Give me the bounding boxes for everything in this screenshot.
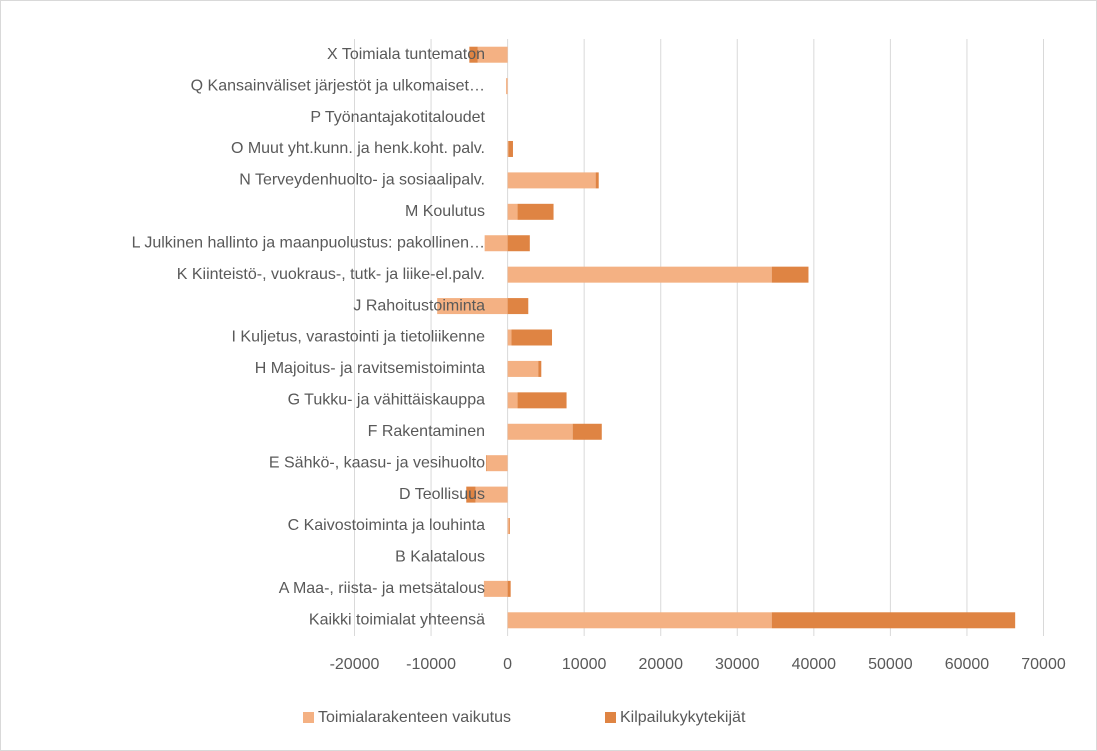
- bar: [486, 455, 487, 472]
- bar: [507, 298, 529, 315]
- y-tick-label: Kaikki toimialat yhteensä: [309, 612, 485, 629]
- y-tick-label: B Kalatalous: [395, 549, 485, 566]
- bar: [466, 486, 476, 503]
- bar: [507, 172, 596, 189]
- x-tick-label: 20000: [638, 656, 683, 673]
- bar: [507, 392, 518, 409]
- bar: [572, 423, 602, 440]
- y-tick-label: D Teollisuus: [399, 486, 485, 503]
- y-tick-label: X Toimiala tuntematon: [327, 46, 485, 63]
- y-tick-label: C Kaivostoiminta ja louhinta: [288, 517, 486, 534]
- bar: [507, 580, 511, 597]
- bar: [477, 46, 508, 63]
- x-tick-label: 0: [503, 656, 512, 673]
- legend-swatch: [605, 712, 616, 723]
- bar: [771, 612, 1016, 629]
- bar: [507, 423, 573, 440]
- y-tick-label: N Terveydenhuolto- ja sosiaalipalv.: [239, 172, 485, 189]
- bar: [508, 140, 513, 157]
- bar: [595, 172, 599, 189]
- y-tick-label: P Työnantajakotitaloudet: [310, 109, 485, 126]
- bar: [507, 360, 539, 377]
- bar: [483, 580, 508, 597]
- y-tick-label: G Tukku- ja vähittäiskauppa: [288, 392, 486, 409]
- x-tick-label: 60000: [945, 656, 990, 673]
- bar: [538, 360, 542, 377]
- y-tick-label: F Rakentaminen: [368, 423, 485, 440]
- bar: [509, 518, 510, 535]
- legend-label: Toimialarakenteen vaikutus: [318, 709, 511, 726]
- bar: [517, 392, 567, 409]
- bar: [507, 612, 772, 629]
- bar: [437, 298, 508, 315]
- x-tick-label: 30000: [715, 656, 760, 673]
- bar: [507, 518, 510, 535]
- bar: [486, 455, 508, 472]
- y-tick-label: J Rahoitustoiminta: [353, 297, 485, 314]
- bar: [475, 486, 508, 503]
- y-tick-label: Q Kansainväliset järjestöt ja ulkomaiset…: [191, 77, 485, 94]
- x-tick-label: 40000: [792, 656, 837, 673]
- bar: [506, 78, 508, 95]
- x-tick-label: 70000: [1021, 656, 1066, 673]
- y-tick-label: I Kuljetus, varastointi ja tietoliikenne: [232, 329, 486, 346]
- x-tick-label: 50000: [868, 656, 913, 673]
- bar: [484, 235, 508, 252]
- bar: [507, 266, 772, 283]
- bar: [511, 329, 553, 346]
- y-tick-label: O Muut yht.kunn. ja henk.koht. palv.: [231, 140, 485, 157]
- bar: [507, 329, 512, 346]
- legend-label: Kilpailukykytekijät: [620, 709, 746, 726]
- bar: [771, 266, 809, 283]
- y-tick-label: A Maa-, riista- ja metsätalous: [279, 580, 485, 597]
- bar: [517, 203, 554, 220]
- y-tick-label: K Kiinteistö-, vuokraus-, tutk- ja liike…: [177, 266, 485, 283]
- bar: [469, 46, 478, 63]
- bar: [507, 203, 518, 220]
- y-tick-label: L Julkinen hallinto ja maanpuolustus: pa…: [132, 234, 485, 251]
- x-tick-label: 10000: [562, 656, 607, 673]
- bar: [507, 140, 509, 157]
- x-tick-label: -10000: [406, 656, 456, 673]
- legend-swatch: [303, 712, 314, 723]
- x-tick-label: -20000: [330, 656, 380, 673]
- y-tick-label: H Majoitus- ja ravitsemistoiminta: [255, 360, 485, 377]
- y-tick-label: E Sähkö-, kaasu- ja vesihuolto: [269, 454, 485, 471]
- y-tick-label: M Koulutus: [405, 203, 485, 220]
- bar: [507, 235, 530, 252]
